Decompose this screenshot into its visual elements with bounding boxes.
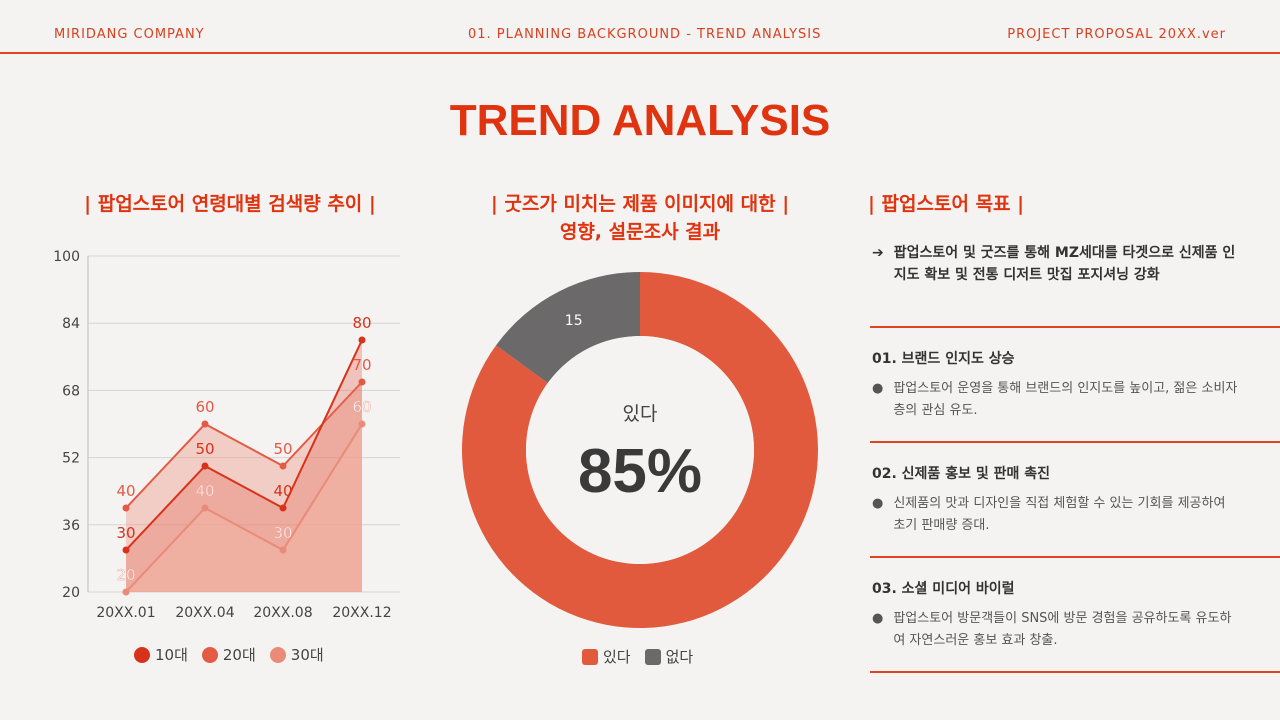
age-search-trend-chart: 20 36 52 68 84 100 20XX.01 20XX.04 20XX.08 20XX.1… xyxy=(53,249,400,621)
donut-legend: 있다 없다 xyxy=(582,646,693,667)
y-tick-label: 36 xyxy=(62,518,80,534)
legend-swatch xyxy=(582,648,598,665)
data-label: 60 xyxy=(352,398,371,416)
legend-label: 있다 xyxy=(603,648,631,666)
goal-item-body: ● 팝업스토어 방문객들이 SNS에 방문 경험을 공유하도록 유도하여 자연스… xyxy=(872,608,1240,652)
goal-item-title: 02. 신제품 홍보 및 판매 촉진 xyxy=(872,466,1050,482)
x-tick-label: 20XX.12 xyxy=(332,605,391,621)
goal-text: 팝업스토어 및 굿즈를 통해 MZ세대를 타겟으로 신제품 인지도 확보 및 전… xyxy=(893,245,1236,283)
series-area-2 xyxy=(126,424,362,592)
legend-item-20s: 20대 xyxy=(201,644,256,665)
y-tick-label: 52 xyxy=(62,451,80,467)
company-name: MIRIDANG COMPANY xyxy=(54,27,205,42)
legend-item-yes: 있다 xyxy=(582,646,631,667)
data-label: 40 xyxy=(195,482,214,500)
data-point xyxy=(358,378,366,386)
data-point xyxy=(358,336,366,344)
data-point xyxy=(201,420,209,428)
goal-item-title: 03. 소셜 미디어 바이럴 xyxy=(872,581,1015,597)
data-point xyxy=(358,420,366,428)
data-point xyxy=(122,546,130,554)
data-point xyxy=(201,504,209,512)
legend-swatch xyxy=(201,646,218,663)
data-label: 30 xyxy=(116,524,135,542)
series-line-2 xyxy=(125,423,363,593)
goal-item: 01. 브랜드 인지도 상승 ● 팝업스토어 운영을 통해 브랜드의 인지도를 … xyxy=(870,328,1280,441)
goal-item-body: ● 신제품의 맛과 디자인을 직접 체험할 수 있는 기회를 제공하여 초기 판… xyxy=(872,493,1240,537)
divider xyxy=(870,441,1280,443)
section-breadcrumb: 01. PLANNING BACKGROUND - TREND ANALYSIS xyxy=(468,27,822,42)
goal-item-text: 팝업스토어 방문객들이 SNS에 방문 경험을 공유하도록 유도하여 자연스러운… xyxy=(893,611,1232,648)
legend-swatch xyxy=(269,646,286,663)
donut-center-value: 85% xyxy=(578,437,702,506)
legend-item-30s: 30대 xyxy=(269,644,324,665)
series-line-0 xyxy=(125,339,363,551)
data-point xyxy=(122,504,130,512)
bullet-icon: ● xyxy=(872,381,884,396)
slice-label: 15 xyxy=(565,313,583,329)
survey-donut-chart: 15 있다 85% xyxy=(462,272,818,628)
legend-swatch xyxy=(644,648,661,665)
goal-item-text: 신제품의 맛과 디자인을 직접 체험할 수 있는 기회를 제공하여 초기 판매량… xyxy=(893,496,1226,533)
y-tick-label: 100 xyxy=(53,249,80,265)
divider xyxy=(870,671,1280,673)
data-point xyxy=(122,588,130,596)
bullet-icon: ● xyxy=(872,496,884,511)
data-label: 60 xyxy=(195,398,214,416)
donut-slice-1 xyxy=(495,272,640,383)
donut-hole xyxy=(526,336,754,564)
goals-title: | 팝업스토어 목표 | xyxy=(868,193,1025,215)
goal-item-title: 01. 브랜드 인지도 상승 xyxy=(872,351,1015,367)
donut-chart-title: | 굿즈가 미치는 제품 이미지에 대한 | 영향, 설문조사 결과 xyxy=(490,193,790,243)
data-label: 80 xyxy=(352,314,371,332)
data-point xyxy=(201,462,209,470)
page-title: TREND ANALYSIS xyxy=(449,96,831,145)
legend-label: 10대 xyxy=(155,646,188,664)
legend-label: 30대 xyxy=(290,646,324,664)
data-point xyxy=(279,462,287,470)
proposal-version: PROJECT PROPOSAL 20XX.ver xyxy=(1007,27,1226,42)
goal-item-text: 팝업스토어 운영을 통해 브랜드의 인지도를 높이고, 젊은 소비자층의 관심 … xyxy=(893,381,1238,418)
legend-item-10s: 10대 xyxy=(134,644,188,665)
data-label: 20 xyxy=(116,566,135,584)
legend-label: 없다 xyxy=(665,648,694,666)
line-chart-title: | 팝업스토어 연령대별 검색량 추이 | xyxy=(84,193,376,215)
legend-label: 20대 xyxy=(222,646,256,664)
data-point xyxy=(279,546,287,554)
data-label: 70 xyxy=(352,356,371,374)
arrow-right-icon: ➔ xyxy=(872,245,884,261)
y-tick-label: 84 xyxy=(62,316,80,332)
y-tick-label: 20 xyxy=(62,585,80,601)
line-chart-legend: 10대 20대 30대 xyxy=(134,644,324,665)
legend-item-no: 없다 xyxy=(644,646,694,667)
goal-item-body: ● 팝업스토어 운영을 통해 브랜드의 인지도를 높이고, 젊은 소비자층의 관… xyxy=(872,378,1240,422)
goal-summary: ➔ 팝업스토어 및 굿즈를 통해 MZ세대를 타겟으로 신제품 인지도 확보 및… xyxy=(870,240,1280,326)
goal-item: 03. 소셜 미디어 바이럴 ● 팝업스토어 방문객들이 SNS에 방문 경험을… xyxy=(870,558,1280,671)
x-tick-label: 20XX.04 xyxy=(175,605,234,621)
y-tick-label: 68 xyxy=(62,383,80,399)
data-label: 50 xyxy=(273,440,292,458)
x-tick-label: 20XX.08 xyxy=(253,605,312,621)
goal-item: 02. 신제품 홍보 및 판매 촉진 ● 신제품의 맛과 디자인을 직접 체험할… xyxy=(870,443,1280,556)
data-point xyxy=(279,504,287,512)
donut-slice-0 xyxy=(462,272,818,628)
donut-center-label: 있다 xyxy=(623,403,658,425)
data-label: 30 xyxy=(273,524,292,542)
goals-panel: ➔ 팝업스토어 및 굿즈를 통해 MZ세대를 타겟으로 신제품 인지도 확보 및… xyxy=(870,240,1280,673)
x-tick-label: 20XX.01 xyxy=(96,605,155,621)
data-label: 50 xyxy=(195,440,214,458)
legend-swatch xyxy=(134,646,150,663)
data-label: 40 xyxy=(116,482,135,500)
data-label: 40 xyxy=(273,482,292,500)
bullet-icon: ● xyxy=(872,611,884,626)
divider xyxy=(870,326,1280,328)
divider xyxy=(870,556,1280,558)
top-bar: MIRIDANG COMPANY 01. PLANNING BACKGROUND… xyxy=(0,0,1280,54)
